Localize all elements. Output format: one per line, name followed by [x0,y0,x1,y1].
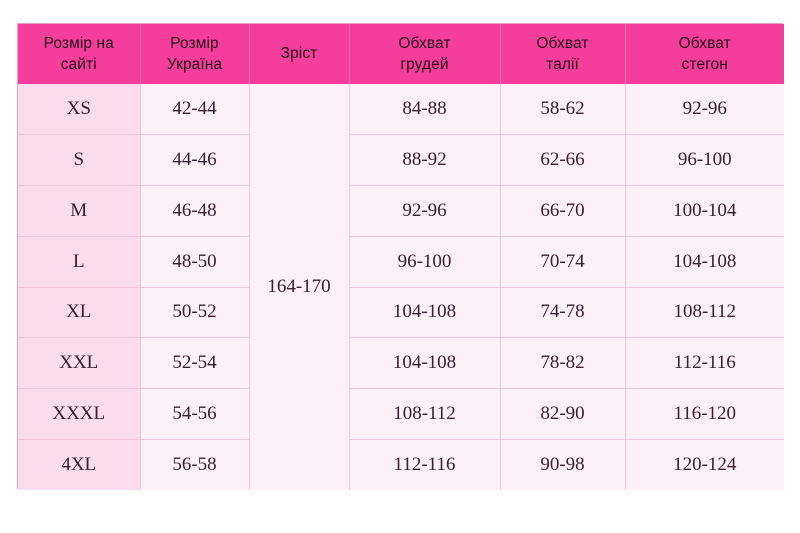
column-header-line: Розмір [170,34,219,52]
table-header: Розмір на сайті Розмір Україна Зріст Обхват гр… [18,24,784,84]
column-header-ua_size: Розмір Україна [140,24,250,84]
column-header-line: грудей [400,56,449,73]
cell-ua_size: 46-48 [140,185,250,237]
column-header-line: Україна [166,56,223,73]
column-header-line: Розмір на [43,34,114,52]
column-header-line: талії [546,56,579,73]
cell-bust: 88-92 [349,134,501,186]
cell-ua_size: 42-44 [140,84,250,135]
cell-site_size: XXXL [18,388,141,440]
table-row: XXXL 54-56 108-112 82-90 116-120 [18,388,784,440]
table-row: 4XL 56-58 112-116 90-98 120-124 [18,438,784,490]
table-row: XXL 52-54 104-108 78-82 112-116 [18,337,784,389]
cell-bust: 84-88 [349,84,501,135]
cell-waist: 74-78 [500,286,626,338]
cell-site_size: L [18,235,141,287]
header-row: Розмір на сайті Розмір Україна Зріст Обхват гр… [18,24,784,84]
cell-hips: 96-100 [625,134,784,186]
column-header-line: Обхват [678,34,731,52]
cell-ua_size: 44-46 [140,134,250,186]
cell-waist: 90-98 [500,438,626,490]
column-header-waist: Обхват талії [500,24,626,84]
cell-hips: 104-108 [625,235,784,287]
cell-hips: 92-96 [625,84,784,135]
cell-hips: 100-104 [625,185,784,237]
cell-waist: 78-82 [500,337,626,389]
cell-site_size: S [18,134,141,186]
cell-hips: 108-112 [625,286,784,338]
column-header-line: Зріст [280,45,318,63]
cell-hips: 116-120 [625,388,784,440]
table-row: L 48-50 96-100 70-74 104-108 [18,235,784,287]
table-row: M 46-48 92-96 66-70 100-104 [18,185,784,237]
cell-waist: 62-66 [500,134,626,186]
cell-ua_size: 54-56 [140,388,250,440]
cell-waist: 66-70 [500,185,626,237]
column-header-line: сайті [60,56,97,73]
table-body: XS 42-44 164-170 84-88 58-62 92-96 S 44-46 88-92… [18,84,784,490]
cell-bust: 104-108 [349,337,501,389]
cell-site_size: XXL [18,337,141,389]
cell-bust: 96-100 [349,235,501,287]
size-chart-table-container: Розмір на сайті Розмір Україна Зріст Обхват гр… [17,23,784,490]
cell-waist: 58-62 [500,84,626,135]
cell-ua_size: 56-58 [140,438,250,490]
cell-waist: 82-90 [500,388,626,440]
size-chart-table: Розмір на сайті Розмір Україна Зріст Обхват гр… [18,24,784,490]
cell-site_size: XL [18,286,141,338]
cell-hips: 120-124 [625,438,784,490]
column-header-site_size: Розмір на сайті [18,24,141,84]
cell-site_size: M [18,185,141,237]
column-header-height: Зріст [249,24,350,84]
cell-bust: 104-108 [349,286,501,338]
cell-hips: 112-116 [625,337,784,389]
cell-waist: 70-74 [500,235,626,287]
table-row: XS 42-44 164-170 84-88 58-62 92-96 [18,84,784,490]
cell-bust: 112-116 [349,438,501,490]
cell-bust: 92-96 [349,185,501,237]
cell-ua_size: 48-50 [140,235,250,287]
cell-height-merged: 164-170 [249,84,350,490]
cell-ua_size: 50-52 [140,286,250,338]
column-header-line: Обхват [536,34,589,52]
cell-ua_size: 52-54 [140,337,250,389]
column-header-line: Обхват [398,34,451,52]
column-header-bust: Обхват грудей [349,24,501,84]
cell-site_size: XS [18,84,141,135]
cell-bust: 108-112 [349,388,501,440]
table-row: S 44-46 88-92 62-66 96-100 [18,134,784,186]
column-header-hips: Обхват стегон [625,24,784,84]
column-header-line: стегон [681,56,728,73]
table-row: XL 50-52 104-108 74-78 108-112 [18,286,784,338]
cell-site_size: 4XL [18,438,141,490]
